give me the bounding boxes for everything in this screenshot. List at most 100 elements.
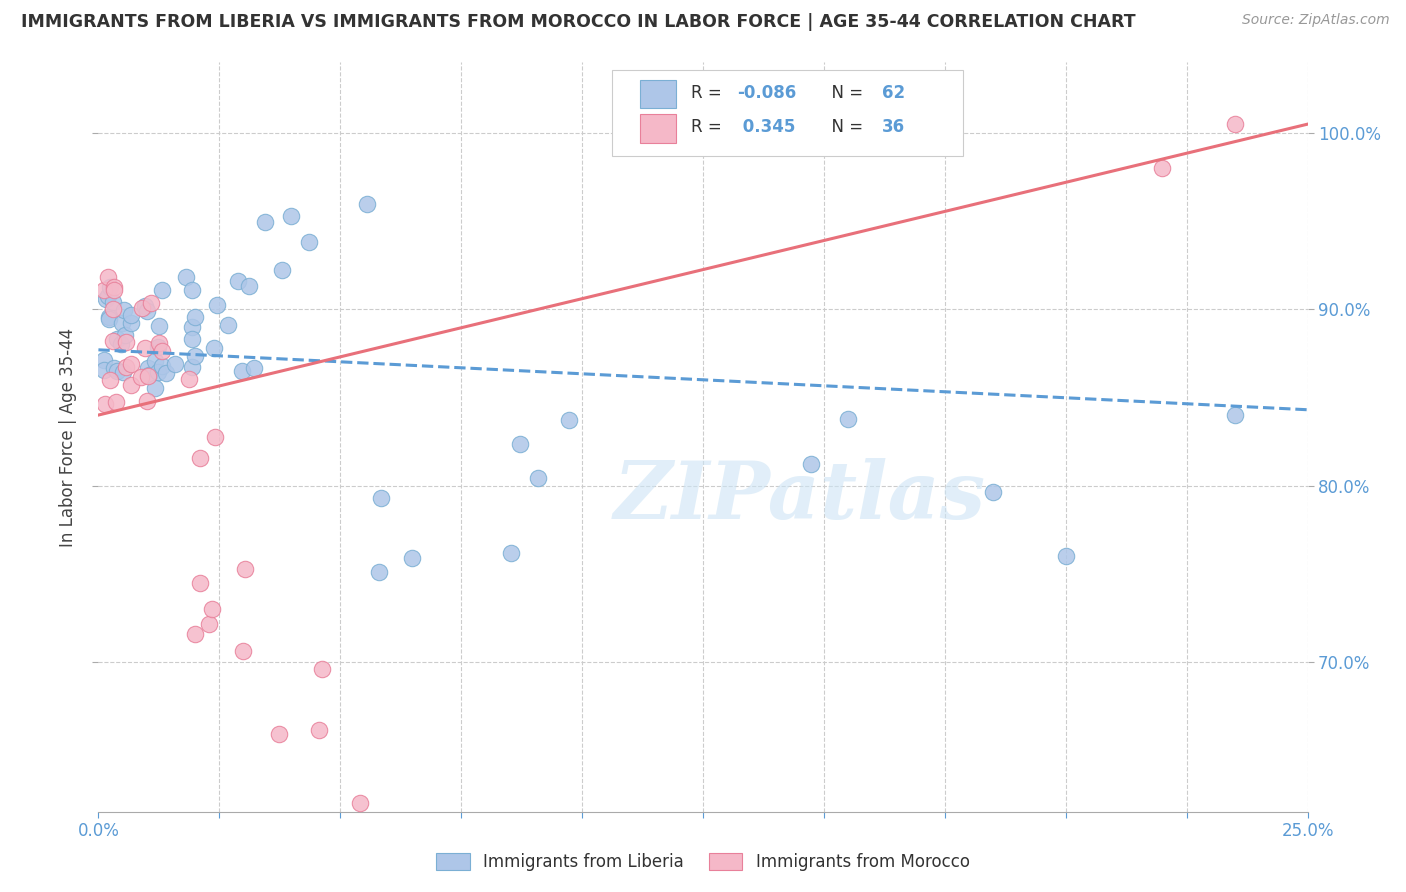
- Point: [233, 562, 256, 576]
- Point: [96, 289, 118, 303]
- Point: [93, 363, 115, 377]
- Point: [198, 617, 221, 632]
- Point: [141, 296, 163, 310]
- Point: [120, 357, 142, 371]
- Point: [188, 451, 211, 466]
- Point: [148, 335, 170, 350]
- Point: [271, 263, 294, 277]
- Y-axis label: In Labor Force | Age 35-44: In Labor Force | Age 35-44: [59, 327, 77, 547]
- Point: [148, 365, 170, 379]
- Point: [177, 372, 200, 386]
- Point: [150, 284, 173, 298]
- Point: [1152, 161, 1174, 176]
- Text: ZIPatlas: ZIPatlas: [613, 458, 986, 536]
- Point: [103, 360, 125, 375]
- Point: [308, 723, 330, 738]
- Point: [370, 491, 392, 505]
- Point: [509, 436, 531, 450]
- Point: [93, 353, 115, 368]
- FancyBboxPatch shape: [640, 79, 676, 108]
- Point: [134, 341, 156, 355]
- Point: [111, 365, 134, 379]
- Point: [148, 319, 170, 334]
- Text: N =: N =: [821, 118, 869, 136]
- Point: [134, 299, 156, 313]
- Point: [103, 280, 125, 294]
- Text: IMMIGRANTS FROM LIBERIA VS IMMIGRANTS FROM MOROCCO IN LABOR FORCE | AGE 35-44 CO: IMMIGRANTS FROM LIBERIA VS IMMIGRANTS FR…: [21, 13, 1136, 31]
- Point: [349, 796, 371, 810]
- Point: [1054, 549, 1077, 563]
- Point: [110, 337, 132, 351]
- Point: [143, 381, 166, 395]
- Point: [120, 378, 142, 392]
- Point: [120, 308, 142, 322]
- Point: [101, 294, 124, 309]
- Point: [499, 546, 522, 560]
- Point: [267, 727, 290, 741]
- Point: [368, 565, 391, 579]
- Point: [136, 360, 159, 375]
- Point: [146, 340, 169, 354]
- Point: [356, 197, 378, 211]
- Text: R =: R =: [690, 84, 727, 102]
- Point: [204, 430, 226, 444]
- Point: [115, 334, 138, 349]
- Point: [558, 413, 581, 427]
- Point: [136, 394, 159, 409]
- Point: [174, 270, 197, 285]
- Text: 0.345: 0.345: [737, 118, 796, 136]
- Point: [243, 361, 266, 376]
- Point: [136, 303, 159, 318]
- Text: 62: 62: [882, 84, 905, 102]
- Point: [103, 284, 125, 298]
- Point: [217, 318, 239, 332]
- Point: [298, 235, 321, 249]
- Point: [150, 359, 173, 373]
- Point: [115, 359, 138, 374]
- Point: [101, 301, 124, 316]
- Point: [184, 310, 207, 324]
- Point: [180, 320, 202, 334]
- Point: [98, 310, 121, 324]
- Point: [104, 395, 127, 409]
- Point: [280, 210, 302, 224]
- Point: [184, 349, 207, 363]
- Point: [112, 302, 135, 317]
- Text: -0.086: -0.086: [737, 84, 796, 102]
- Point: [131, 369, 153, 384]
- Point: [837, 412, 859, 426]
- Point: [188, 576, 211, 591]
- Point: [232, 644, 254, 658]
- Point: [401, 551, 423, 566]
- Point: [800, 457, 823, 471]
- Point: [165, 357, 187, 371]
- FancyBboxPatch shape: [613, 70, 963, 156]
- Point: [97, 269, 120, 284]
- Point: [1223, 117, 1246, 131]
- Point: [131, 301, 153, 315]
- Point: [100, 373, 122, 387]
- Point: [238, 279, 260, 293]
- Point: [205, 298, 228, 312]
- Legend: Immigrants from Liberia, Immigrants from Morocco: Immigrants from Liberia, Immigrants from…: [436, 853, 970, 871]
- Point: [184, 626, 207, 640]
- FancyBboxPatch shape: [640, 114, 676, 143]
- Point: [201, 602, 224, 616]
- Point: [202, 341, 225, 355]
- Point: [136, 369, 159, 384]
- Point: [311, 662, 333, 676]
- Point: [253, 214, 276, 228]
- Point: [105, 332, 128, 346]
- Point: [1223, 408, 1246, 422]
- Text: 36: 36: [882, 118, 905, 136]
- Point: [105, 364, 128, 378]
- Point: [180, 332, 202, 346]
- Point: [231, 364, 253, 378]
- Point: [98, 280, 121, 294]
- Point: [226, 274, 249, 288]
- Text: N =: N =: [821, 84, 869, 102]
- Point: [93, 283, 115, 297]
- Point: [155, 366, 177, 380]
- Point: [98, 312, 121, 326]
- Point: [120, 316, 142, 330]
